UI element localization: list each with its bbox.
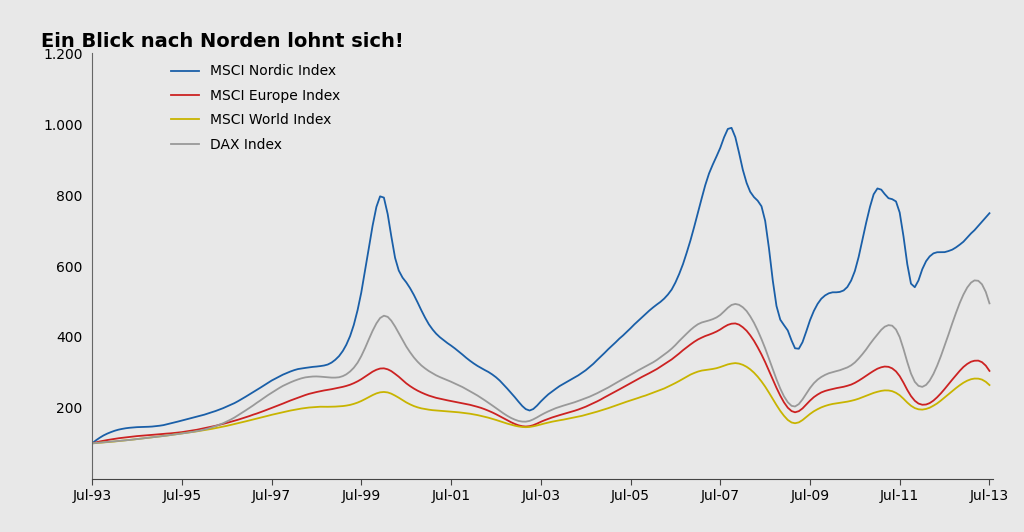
Text: Ein Blick nach Norden lohnt sich!: Ein Blick nach Norden lohnt sich! — [41, 32, 403, 51]
Line: MSCI Europe Index: MSCI Europe Index — [92, 323, 989, 443]
Legend: MSCI Nordic Index, MSCI Europe Index, MSCI World Index, DAX Index: MSCI Nordic Index, MSCI Europe Index, MS… — [171, 64, 340, 152]
Line: MSCI Nordic Index: MSCI Nordic Index — [92, 128, 989, 443]
Line: DAX Index: DAX Index — [92, 280, 989, 443]
Line: MSCI World Index: MSCI World Index — [92, 363, 989, 443]
